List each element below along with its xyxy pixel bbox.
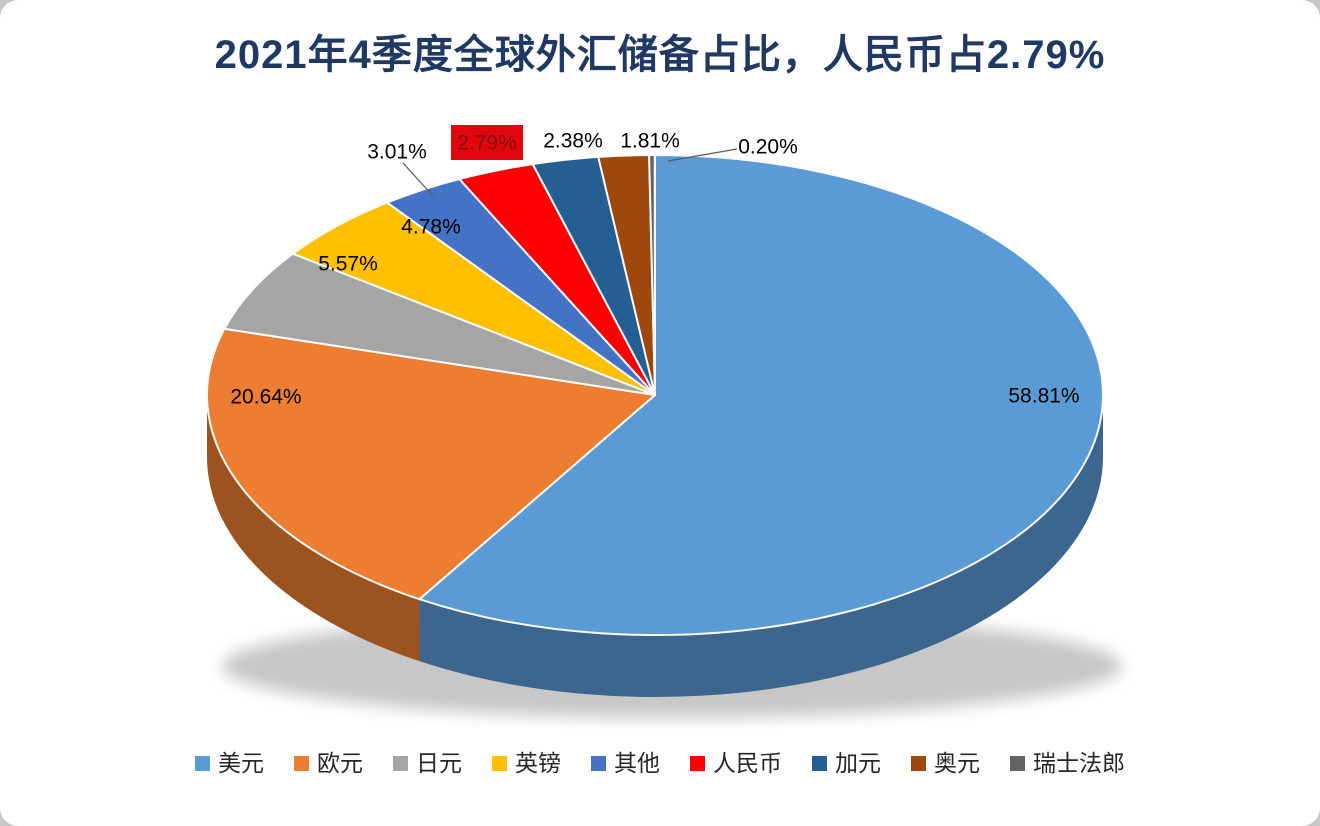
label-leader-other [402, 162, 434, 197]
legend-swatch-cny [690, 756, 705, 771]
legend-swatch-usd [195, 756, 210, 771]
data-label-eur: 20.64% [230, 386, 301, 409]
legend-label-cny: 人民币 [713, 750, 782, 776]
legend-label-usd: 美元 [218, 750, 264, 776]
data-label-chf: 0.20% [738, 136, 798, 159]
legend-item-chf: 瑞士法郎 [1010, 752, 1125, 775]
data-label-aud: 1.81% [620, 130, 680, 153]
legend-swatch-jpy [393, 756, 408, 771]
chart-legend: 美元 欧元 日元 英镑 其他 人民币 加元 奥元 瑞士法郎 [0, 752, 1320, 775]
data-label-jpy: 5.57% [318, 253, 378, 276]
legend-label-eur: 欧元 [317, 750, 363, 776]
data-label-gbp: 4.78% [401, 216, 461, 239]
legend-swatch-gbp [492, 756, 507, 771]
legend-item-cad: 加元 [812, 752, 881, 775]
highlight-box-cny [451, 125, 523, 160]
legend-item-cny: 人民币 [690, 752, 782, 775]
legend-label-aud: 奥元 [934, 750, 980, 776]
pie-slice-usd [418, 154, 1104, 636]
legend-swatch-cad [812, 756, 827, 771]
pie-side-usd [419, 395, 1103, 698]
legend-swatch-chf [1010, 756, 1025, 771]
label-leader-chf [667, 148, 738, 162]
legend-label-gbp: 英镑 [515, 750, 561, 776]
data-label-usd: 58.81% [1008, 385, 1079, 408]
data-label-other: 3.01% [367, 141, 427, 164]
pie-slice-chf [648, 154, 656, 396]
legend-label-jpy: 日元 [416, 750, 462, 776]
legend-label-chf: 瑞士法郎 [1033, 750, 1125, 776]
data-label-cny: 2.79% [457, 132, 517, 155]
legend-item-eur: 欧元 [294, 752, 363, 775]
legend-label-cad: 加元 [835, 750, 881, 776]
chart-title: 2021年4季度全球外汇储备占比，人民币占2.79% [214, 33, 1106, 77]
legend-label-other: 其他 [614, 750, 660, 776]
pie-slice-jpy [223, 252, 656, 396]
legend-item-aud: 奥元 [911, 752, 980, 775]
legend-item-usd: 美元 [195, 752, 264, 775]
legend-swatch-other [591, 756, 606, 771]
legend-item-jpy: 日元 [393, 752, 462, 775]
data-label-cad: 2.38% [543, 130, 603, 153]
pie-slice-eur [206, 327, 656, 601]
legend-swatch-aud [911, 756, 926, 771]
legend-item-gbp: 英镑 [492, 752, 561, 775]
legend-item-other: 其他 [591, 752, 660, 775]
legend-swatch-eur [294, 756, 309, 771]
pie-side-eur [206, 395, 420, 662]
